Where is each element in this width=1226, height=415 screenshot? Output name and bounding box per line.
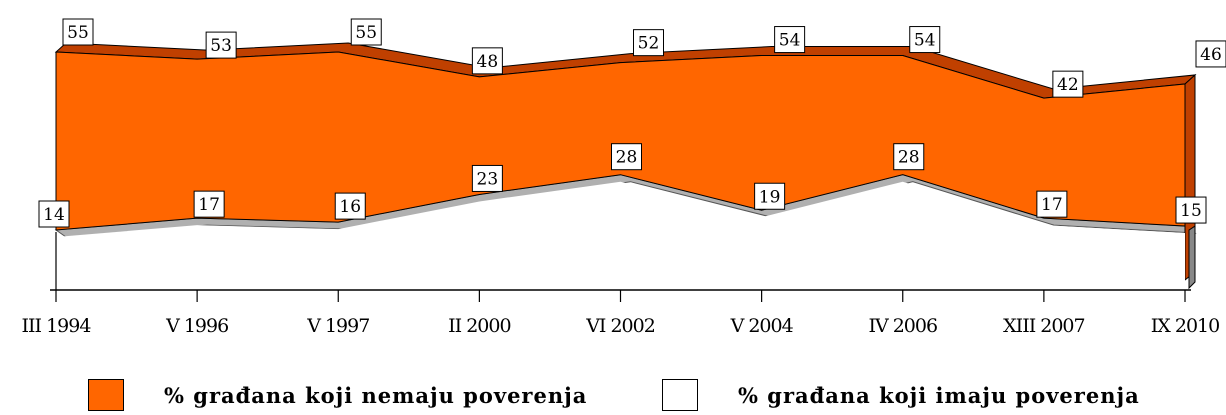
trust-value-label-7-text: 17	[1041, 195, 1063, 215]
trust-series-side-face	[1188, 225, 1196, 290]
legend-label-no-trust: % građana koji nemaju poverenja	[164, 382, 588, 408]
distrust-value-label-8-box	[1195, 40, 1226, 68]
distrust-value-label-2: 55	[350, 18, 382, 46]
trust-value-label-2-box	[334, 192, 366, 220]
distrust-value-label-1-text: 53	[210, 36, 232, 56]
trust-value-label-1-text: 17	[198, 195, 220, 215]
trust-value-label-5-box	[754, 182, 786, 210]
trust-value-label-6-text: 28	[898, 148, 920, 168]
legend-label-trust: % građana koji imaju poverenja	[738, 382, 1140, 408]
distrust-value-label-4: 52	[633, 29, 664, 57]
distrust-value-label-7-box	[1052, 70, 1084, 98]
distrust-value-label-1: 53	[205, 31, 237, 59]
legend-swatch-trust	[662, 379, 698, 411]
x-tick-label-1: V 1996	[165, 315, 228, 337]
trust-value-label-6: 28	[893, 143, 925, 171]
trust-value-label-6-box	[893, 143, 925, 171]
distrust-value-label-5-box	[774, 26, 806, 54]
x-tick-label-6: IV 2006	[868, 315, 937, 337]
x-tick-label-0: III 1994	[22, 315, 92, 337]
distrust-value-label-8-text: 46	[1200, 45, 1222, 65]
distrust-value-label-6-box	[909, 26, 941, 54]
x-tick-label-5: V 2004	[730, 315, 794, 337]
distrust-value-label-4-box	[633, 29, 664, 57]
legend: % građana koji nemaju poverenja % građan…	[0, 375, 1226, 415]
trust-value-label-5-text: 19	[759, 187, 781, 207]
trust-value-label-8-box	[1175, 196, 1207, 224]
distrust-value-label-0: 55	[62, 18, 94, 46]
distrust-value-label-3: 48	[471, 47, 503, 75]
trust-value-label-2: 16	[334, 192, 366, 220]
trust-value-label-1: 17	[193, 190, 225, 218]
distrust-value-label-7-text: 42	[1057, 75, 1079, 95]
trust-value-label-3-text: 23	[477, 169, 499, 189]
x-tick-label-4: VI 2002	[585, 315, 655, 337]
legend-swatch-no-trust	[88, 379, 124, 411]
trust-value-label-2-text: 16	[339, 197, 361, 217]
trust-value-label-8-text: 15	[1180, 201, 1202, 221]
distrust-value-label-2-text: 55	[355, 23, 377, 43]
distrust-value-label-0-box	[62, 18, 94, 46]
distrust-value-label-7: 42	[1052, 70, 1084, 98]
trust-value-label-4-box	[611, 143, 642, 171]
trust-value-label-0-box	[38, 200, 70, 228]
distrust-series-area	[55, 51, 1186, 231]
legend-item-trust: % građana koji imaju poverenja	[662, 379, 1140, 411]
trust-value-label-3: 23	[471, 164, 503, 192]
x-tick-label-3: II 2000	[448, 315, 510, 337]
x-tick-label-8: IX 2010	[1151, 315, 1219, 337]
legend-item-no-trust: % građana koji nemaju poverenja	[88, 379, 587, 411]
x-tick-label-2: V 1997	[306, 315, 369, 337]
trust-value-label-0: 14	[38, 200, 70, 228]
trust-value-label-7: 17	[1036, 190, 1068, 218]
trust-series-area	[56, 181, 1185, 290]
trust-value-label-4: 28	[611, 143, 642, 171]
trust-value-label-1-box	[193, 190, 225, 218]
distrust-value-label-0-text: 55	[67, 23, 89, 43]
distrust-value-label-8: 46	[1195, 40, 1226, 68]
trust-value-label-5: 19	[754, 182, 786, 210]
trust-value-label-7-box	[1036, 190, 1068, 218]
distrust-value-label-6-text: 54	[914, 31, 936, 51]
distrust-value-label-3-box	[471, 47, 503, 75]
distrust-value-label-6: 54	[909, 26, 941, 54]
trust-value-label-0-text: 14	[43, 205, 65, 225]
distrust-value-label-2-box	[350, 18, 382, 46]
chart-area: III 1994 V 1996 V 1997 II 2000 VI 2002 V 2004…	[22, 18, 1226, 337]
trust-value-label-3-box	[471, 164, 503, 192]
distrust-value-label-3-text: 48	[477, 52, 499, 72]
distrust-value-label-5-text: 54	[779, 31, 801, 51]
trust-value-label-8: 15	[1175, 196, 1207, 224]
x-tick-label-7: XIII 2007	[1003, 315, 1084, 337]
distrust-value-label-5: 54	[774, 26, 806, 54]
distrust-value-label-4-text: 52	[638, 34, 660, 54]
distrust-value-label-1-box	[205, 31, 237, 59]
trust-value-label-4-text: 28	[616, 148, 638, 168]
